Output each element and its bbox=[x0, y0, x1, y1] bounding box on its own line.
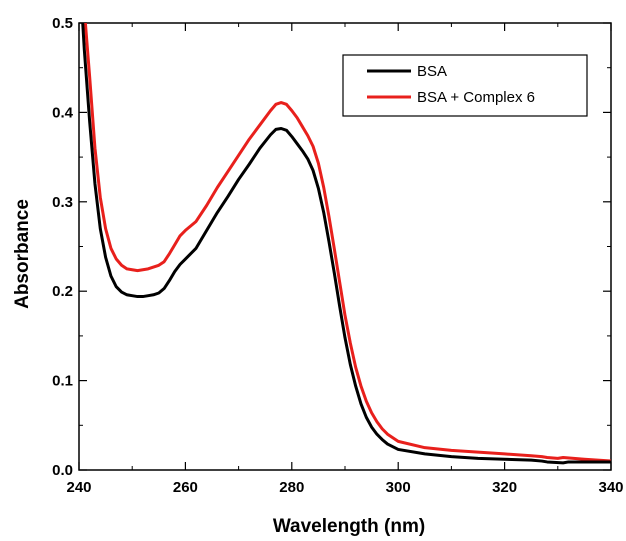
y-axis-title: Absorbance bbox=[12, 199, 33, 309]
x-axis-title: Wavelength (nm) bbox=[273, 516, 425, 536]
series-layer bbox=[81, 23, 611, 465]
y-tick-label: 0.2 bbox=[52, 283, 73, 300]
x-tick-label: 320 bbox=[492, 479, 517, 496]
legend-label-0: BSA bbox=[417, 63, 447, 80]
y-tick-label: 0.1 bbox=[52, 373, 73, 390]
x-tick-label: 340 bbox=[598, 479, 623, 496]
y-tick-label: 0.3 bbox=[52, 194, 73, 211]
y-tick-label: 0.0 bbox=[52, 462, 73, 479]
series-line-0 bbox=[81, 23, 611, 465]
x-tick-label: 260 bbox=[173, 479, 198, 496]
y-tick-label: 0.4 bbox=[52, 104, 74, 121]
legend-box bbox=[342, 54, 588, 117]
y-tick-label: 0.5 bbox=[52, 15, 73, 32]
x-tick-label: 300 bbox=[386, 479, 411, 496]
x-tick-label: 240 bbox=[66, 479, 91, 496]
axes-layer: 240 260 280 300 320 340 0.0 0.1 0.2 0.3 0.4 0.5 bbox=[52, 15, 623, 496]
x-tick-label: 280 bbox=[279, 479, 304, 496]
legend: BSA BSA + Complex 6 bbox=[342, 54, 588, 117]
series-line-1 bbox=[83, 23, 611, 463]
legend-label-1: BSA + Complex 6 bbox=[417, 89, 535, 106]
